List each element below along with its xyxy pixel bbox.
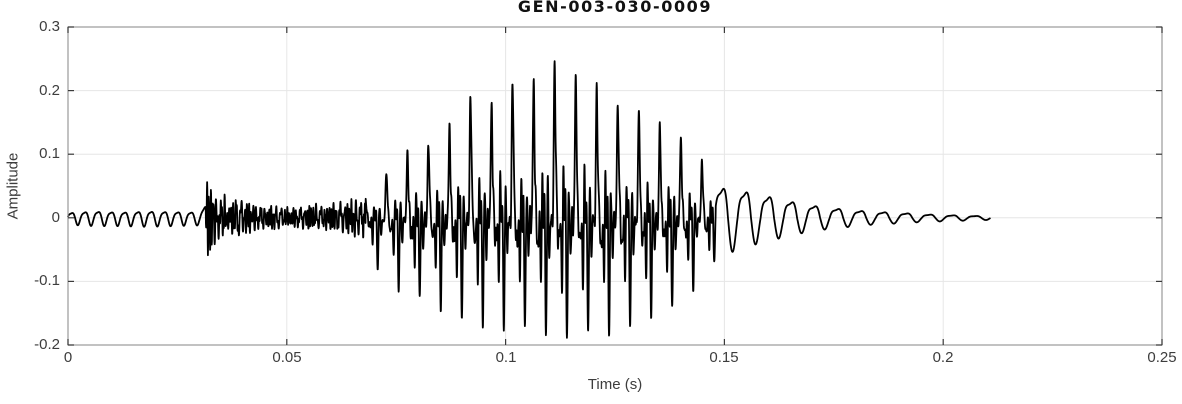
x-tick-label-0.1: 0.1 <box>495 349 517 366</box>
plot-title: GEN-003-030-0009 <box>517 0 713 16</box>
waveform-line <box>67 60 991 339</box>
axes-box <box>67 26 1163 346</box>
x-tick-label-0.25: 0.25 <box>1147 349 1177 366</box>
x-tick-label-0.05: 0.05 <box>272 349 302 366</box>
y-tick-label-0.1: 0.1 <box>39 145 60 162</box>
y-tick-label-0.3: 0.3 <box>39 18 60 35</box>
x-tick-label-0: 0 <box>63 349 73 366</box>
y-tick-label--0.1: -0.1 <box>34 272 60 289</box>
y-tick-label-0.2: 0.2 <box>39 82 60 99</box>
x-tick-label-0.15: 0.15 <box>709 349 739 366</box>
x-axis-label: Time (s) <box>587 376 643 393</box>
y-tick-label--0.2: -0.2 <box>34 336 60 353</box>
y-tick-label-0: 0 <box>51 209 60 226</box>
x-tick-label-0.2: 0.2 <box>932 349 954 366</box>
